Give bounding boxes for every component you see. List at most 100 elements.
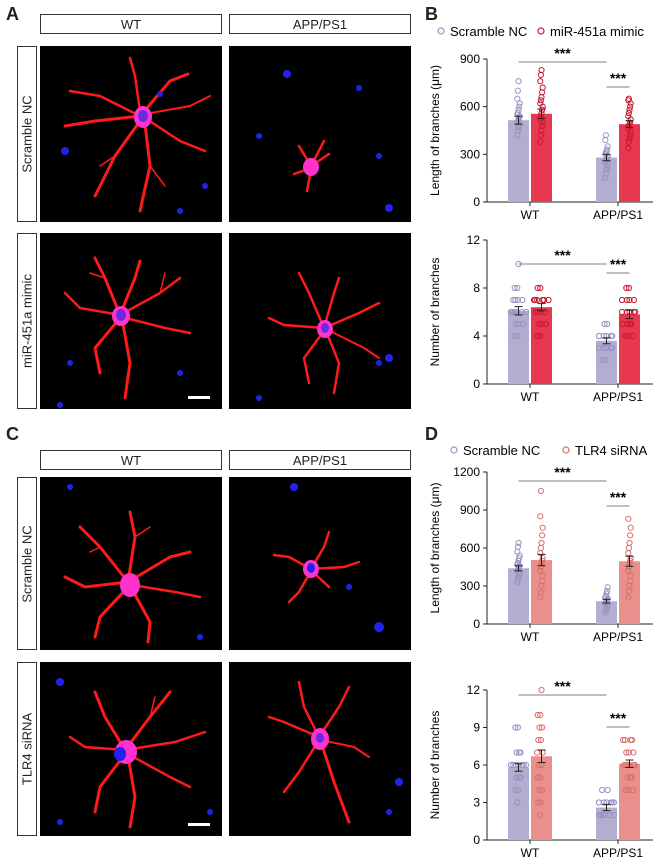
data-point	[530, 296, 538, 304]
data-point	[595, 332, 603, 340]
data-point	[537, 799, 545, 806]
micrograph-c-app-scramble	[229, 477, 411, 650]
data-point	[599, 786, 606, 794]
data-point	[514, 284, 521, 292]
data-point	[629, 332, 636, 340]
data-point	[603, 590, 610, 597]
data-point	[625, 749, 632, 756]
data-point	[604, 786, 611, 794]
data-point	[537, 332, 544, 340]
legend-label: TLR4 siRNA	[575, 443, 648, 458]
data-point	[625, 549, 632, 557]
data-point	[538, 67, 545, 74]
data-point	[595, 811, 603, 819]
bar	[531, 113, 552, 202]
data-point	[537, 284, 544, 292]
micrograph-a-app-scramble	[229, 46, 411, 222]
data-point	[516, 103, 523, 110]
data-point	[534, 711, 541, 719]
data-point	[514, 332, 521, 340]
data-point	[627, 119, 634, 126]
data-point	[599, 811, 606, 819]
row-label-text: miR-451a mimic	[19, 274, 35, 368]
data-point	[519, 296, 526, 304]
data-point	[537, 563, 545, 571]
data-point	[514, 543, 522, 550]
significance-label: ***	[554, 678, 571, 694]
data-point	[623, 749, 630, 756]
data-point	[537, 811, 544, 819]
micrograph-c-wt-tlr4	[40, 662, 222, 836]
y-tick-label: 8	[473, 281, 480, 295]
chart-b-length: Length of branches (μm) 0 300 600 900 WT APP/P…	[428, 24, 653, 222]
data-point	[515, 539, 522, 547]
data-point	[629, 786, 636, 794]
data-point	[631, 761, 638, 769]
y-tick-label: 0	[473, 617, 480, 631]
data-point	[537, 138, 544, 145]
y-axis-label: Number of branches	[428, 258, 442, 367]
legend-marker	[450, 446, 458, 454]
data-point	[627, 532, 634, 539]
col-label-wt: WT	[40, 450, 222, 470]
data-point	[536, 786, 543, 794]
row-label-tlr4-sirna: TLR4 siRNA	[17, 662, 37, 836]
data-point	[618, 296, 626, 304]
data-point	[622, 786, 629, 794]
micrograph-a-wt-mir451a	[40, 233, 222, 409]
significance-label: ***	[554, 247, 571, 263]
micrograph-c-app-tlr4	[229, 662, 411, 836]
data-point	[534, 749, 541, 756]
data-point	[534, 296, 541, 304]
panel-letter-b: B	[425, 4, 438, 24]
data-point	[629, 736, 636, 744]
data-point	[622, 736, 629, 744]
data-point	[512, 320, 520, 328]
data-point	[539, 724, 546, 731]
bar	[531, 307, 552, 384]
y-tick-label: 1200	[453, 465, 480, 479]
legend-marker	[562, 446, 570, 454]
data-point	[537, 774, 544, 781]
x-tick-label: APP/PS1	[593, 390, 643, 404]
micrograph-a-wt-scramble	[40, 46, 222, 222]
data-point	[519, 320, 527, 328]
legend-label: Scramble NC	[463, 443, 540, 458]
data-point	[602, 811, 609, 819]
data-point	[514, 548, 521, 555]
bar	[619, 124, 640, 202]
x-tick-label: APP/PS1	[593, 846, 643, 860]
micrograph-c-wt-scramble	[40, 477, 222, 650]
data-point	[603, 167, 610, 174]
data-point	[509, 308, 516, 316]
data-point	[539, 524, 546, 531]
data-point	[517, 774, 524, 781]
y-tick-label: 900	[460, 52, 480, 66]
data-point	[517, 749, 524, 756]
data-point	[602, 170, 609, 177]
scale-bar	[188, 823, 210, 826]
data-point	[604, 143, 611, 150]
data-point	[625, 95, 632, 102]
data-point	[599, 356, 606, 364]
data-point	[625, 515, 632, 522]
data-point	[511, 284, 518, 292]
data-point	[514, 799, 521, 806]
row-label-mir451a: miR-451a mimic	[17, 233, 37, 409]
data-point	[610, 799, 618, 806]
data-point	[606, 811, 613, 819]
data-point	[602, 609, 609, 616]
row-label-text: Scramble NC	[19, 95, 35, 173]
panel-letter-a: A	[6, 4, 19, 24]
col-label-app-ps1: APP/PS1	[229, 14, 411, 34]
data-point	[625, 138, 632, 145]
chart-d-number: Number of branches 0 3 6 9 12 WT APP/PS1 *** ***	[428, 678, 653, 860]
data-point	[604, 587, 611, 595]
data-point	[627, 557, 634, 564]
data-point	[539, 786, 546, 794]
data-point	[539, 749, 546, 756]
data-point	[626, 296, 633, 304]
y-tick-label: 3	[473, 796, 480, 810]
bar	[508, 120, 529, 202]
bar	[531, 560, 552, 624]
